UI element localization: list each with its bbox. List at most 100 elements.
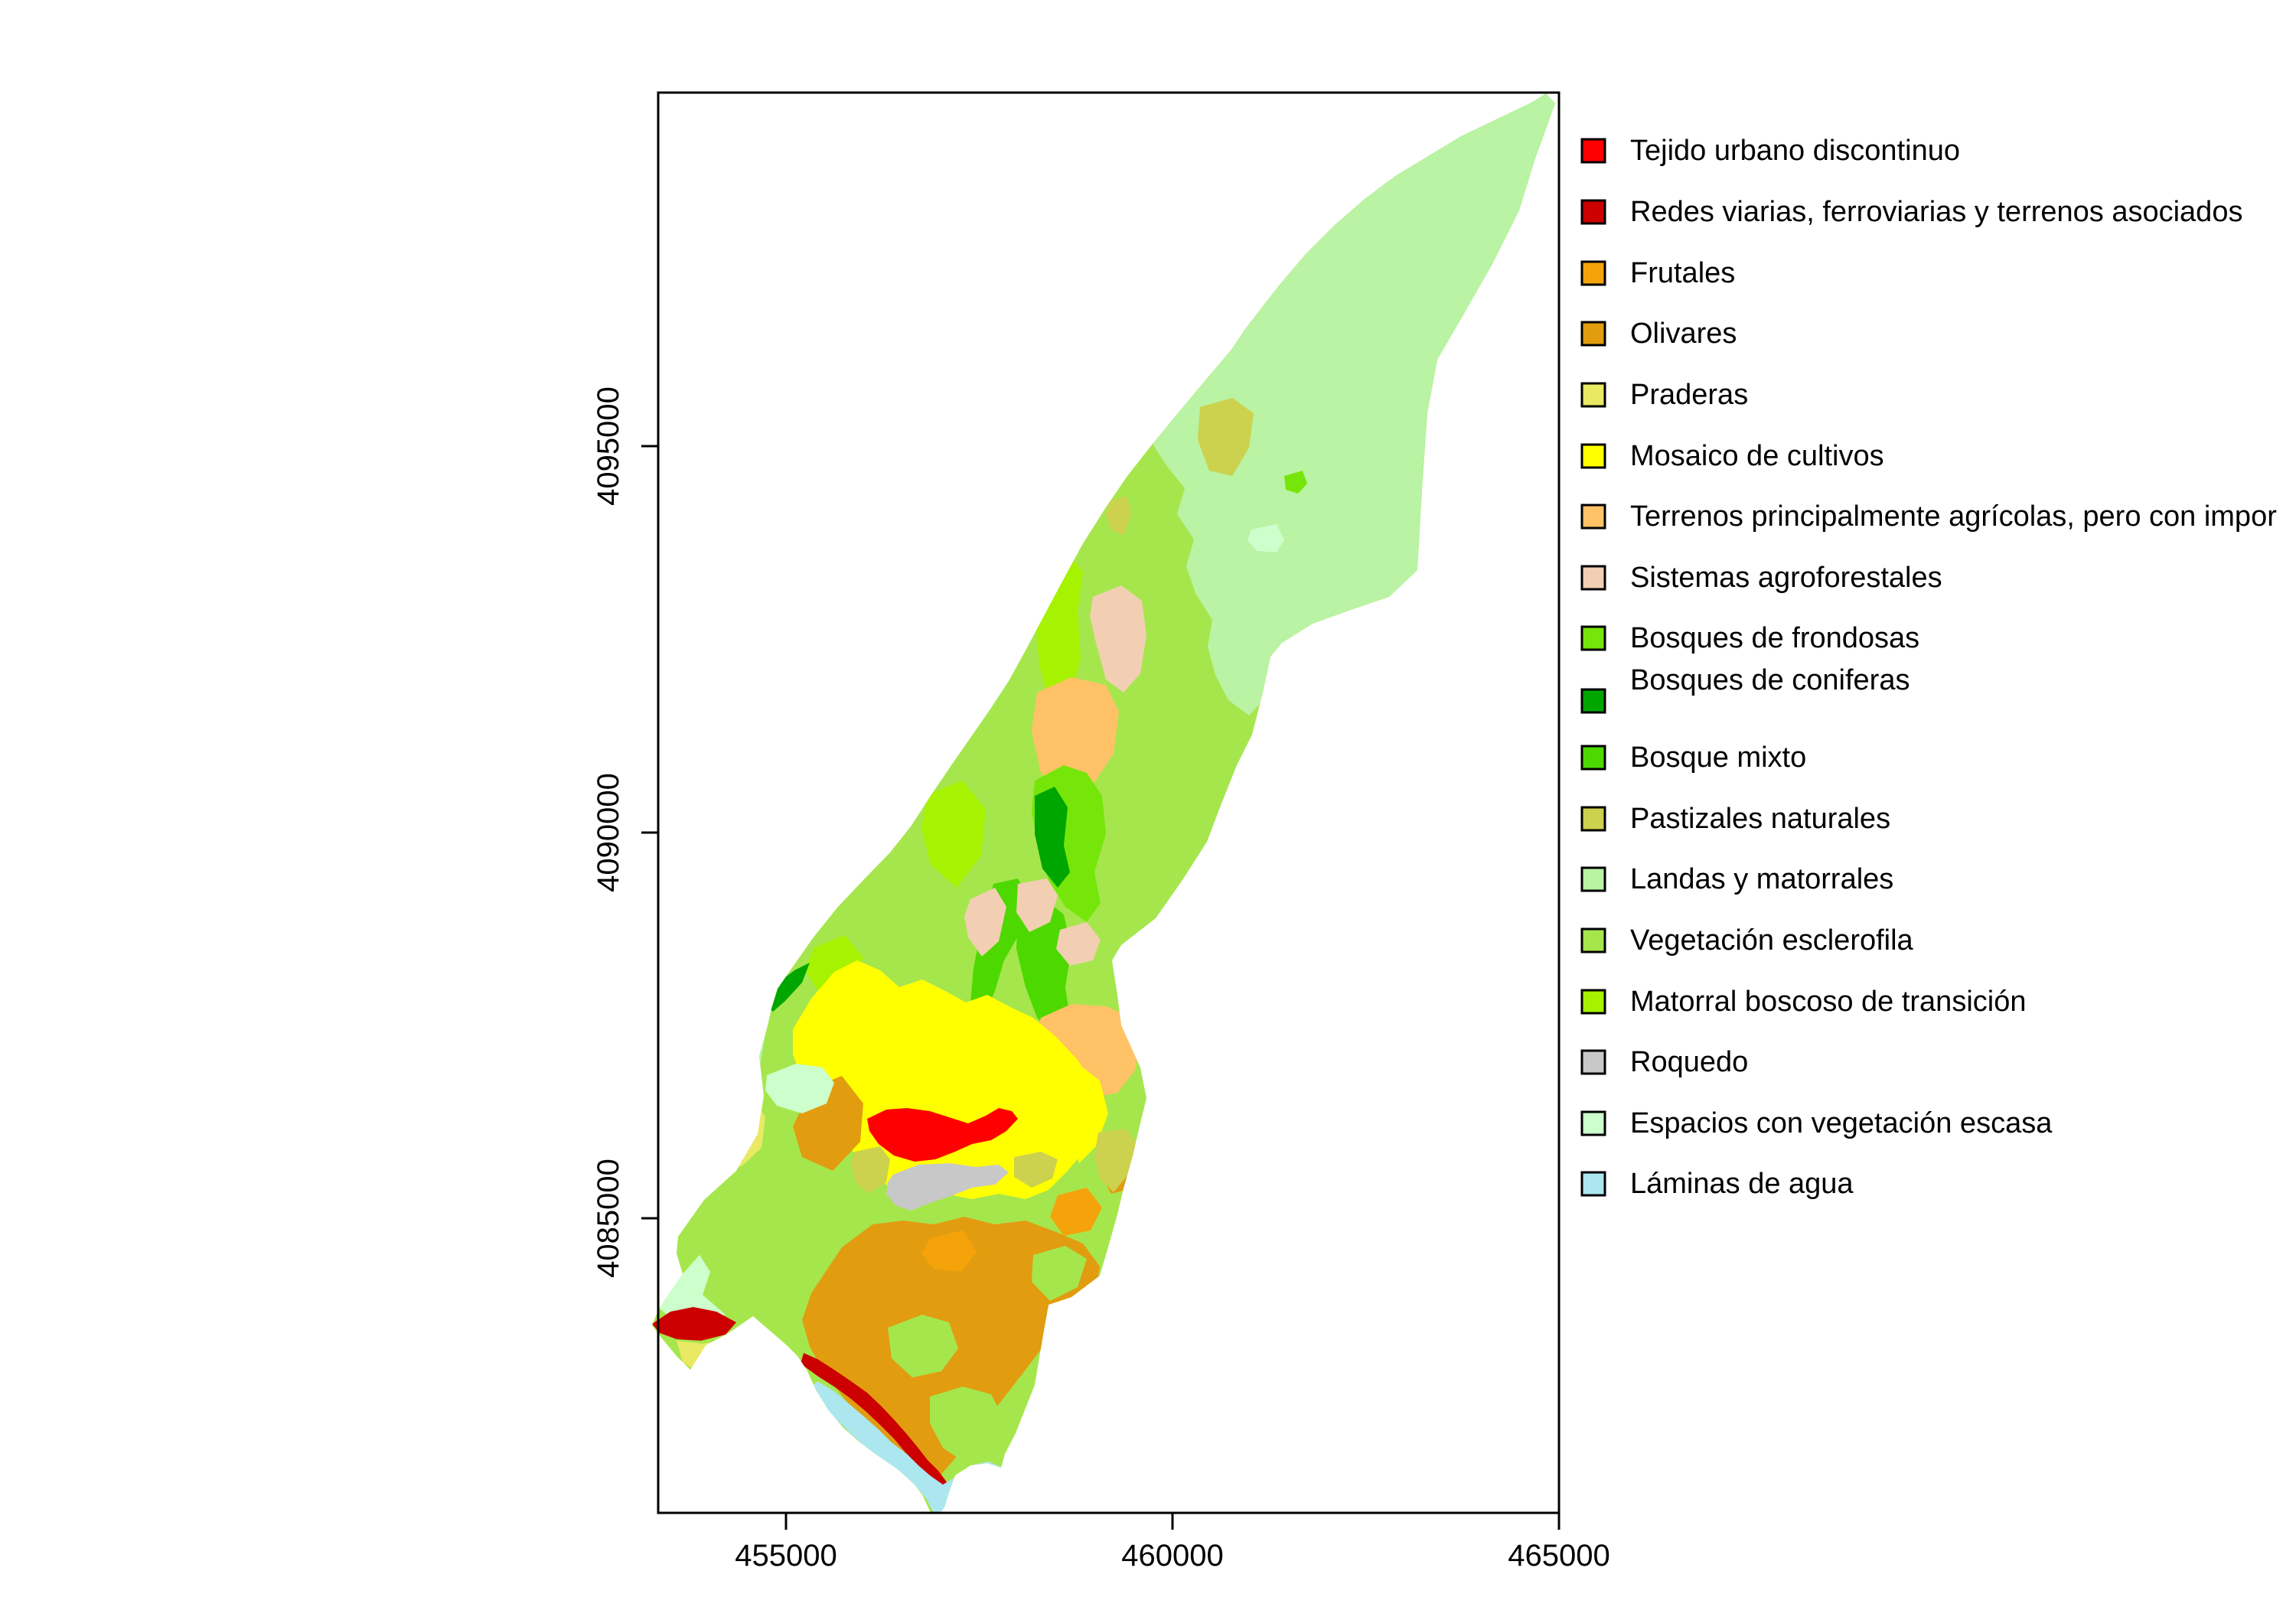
map-region-pastizales-far-east xyxy=(1094,1129,1138,1192)
map-region-road-hook-sw xyxy=(652,1307,736,1341)
legend-item-coniferas: Bosques de coniferas xyxy=(1580,664,1910,714)
map-region-sistemas-patch-north xyxy=(1090,585,1146,693)
legend-item-praderas: Praderas xyxy=(1580,379,1748,411)
map-region-frutales-patch-1 xyxy=(1050,1188,1102,1236)
map-region-urban-crescent xyxy=(867,1108,1018,1162)
legend-label-mixto: Bosque mixto xyxy=(1630,742,1806,774)
map-region-praderas-below-hook xyxy=(677,1339,724,1371)
y-tick-label: 4085000 xyxy=(592,1159,625,1278)
legend-label-sistemas: Sistemas agroforestales xyxy=(1630,562,1942,594)
legend-item-terrenos: Terrenos principalmente agrícolas, pero … xyxy=(1580,500,2277,533)
legend-swatch-frutales xyxy=(1580,260,1606,286)
map-region-mixto-diagonal-band xyxy=(970,878,1029,1018)
map-region-espacios-pocket-mid xyxy=(1247,524,1284,553)
map-region-road-ribbon-se xyxy=(801,1353,947,1491)
legend-item-esclerofila: Vegetación esclerofila xyxy=(1580,924,1914,957)
legend-swatch-espacios xyxy=(1580,1110,1606,1136)
legend: Tejido urbano discontinuo Redes viarias, … xyxy=(1580,135,2277,1200)
legend-swatch-esclerofila xyxy=(1580,927,1606,953)
map-region-pastizales-west-small xyxy=(1106,496,1131,536)
x-tick-label: 460000 xyxy=(1121,1539,1223,1573)
legend-item-espacios: Espacios con vegetación escasa xyxy=(1580,1107,2053,1139)
x-tick-label: 465000 xyxy=(1508,1539,1609,1573)
map-region-green-hole-3 xyxy=(1032,1246,1087,1301)
y-axis: 4095000 4090000 4085000 xyxy=(592,386,658,1278)
legend-item-roquedo: Roquedo xyxy=(1580,1046,1748,1078)
map-region-coniferas-center xyxy=(1035,787,1070,888)
legend-label-praderas: Praderas xyxy=(1630,379,1748,411)
map-region-green-hole-2 xyxy=(930,1387,1004,1463)
map-region-frutales-patch-2 xyxy=(921,1231,977,1272)
legend-swatch-mixto xyxy=(1580,745,1606,771)
y-tick-label: 4095000 xyxy=(592,386,625,506)
map-region-sistemas-patch-a xyxy=(964,888,1006,957)
legend-item-mixto: Bosque mixto xyxy=(1580,742,1806,774)
legend-swatch-roquedo xyxy=(1580,1049,1606,1075)
map-region-terrenos-mid-blob xyxy=(1032,677,1119,796)
legend-label-pastizales: Pastizales naturales xyxy=(1630,803,1890,835)
legend-swatch-olivares xyxy=(1580,321,1606,347)
map-region-roquedo-band xyxy=(886,1163,1009,1211)
legend-swatch-tejido xyxy=(1580,138,1606,164)
map-region-pastizales-east-low xyxy=(1014,1152,1058,1188)
map-region-pastizales-upper xyxy=(1198,398,1254,476)
legend-label-olivares: Olivares xyxy=(1630,318,1737,350)
map-region-espacios-beak xyxy=(660,1255,726,1321)
legend-label-frondosas: Bosques de frondosas xyxy=(1630,622,1919,654)
map-region-pastizales-west-low xyxy=(851,1146,890,1194)
legend-swatch-sistemas xyxy=(1580,565,1606,591)
legend-label-tejido: Tejido urbano discontinuo xyxy=(1630,135,1960,167)
map-region-sistemas-patch-c xyxy=(1056,922,1101,966)
legend-label-espacios: Espacios con vegetación escasa xyxy=(1630,1107,2053,1139)
legend-label-agua: Láminas de agua xyxy=(1630,1168,1854,1200)
map-region-mixto-lower xyxy=(1016,899,1071,1037)
legend-item-tejido: Tejido urbano discontinuo xyxy=(1580,135,1960,167)
legend-label-frutales: Frutales xyxy=(1630,257,1735,289)
legend-item-frutales: Frutales xyxy=(1580,257,1735,289)
legend-swatch-redes xyxy=(1580,199,1606,225)
map-regions xyxy=(652,93,1555,1513)
map-region-coniferas-west-strip xyxy=(764,963,810,1012)
legend-label-terrenos: Terrenos principalmente agrícolas, pero … xyxy=(1630,500,2277,533)
x-tick-label: 455000 xyxy=(735,1539,837,1573)
legend-label-matorral: Matorral boscoso de transición xyxy=(1630,986,2026,1018)
legend-label-esclerofila: Vegetación esclerofila xyxy=(1630,924,1914,957)
plot-box xyxy=(657,91,1561,1514)
map-region-espacios-west-mid xyxy=(765,1064,834,1113)
legend-item-redes: Redes viarias, ferroviarias y terrenos a… xyxy=(1580,196,2242,228)
legend-item-landas: Landas y matorrales xyxy=(1580,863,1893,895)
x-axis: 455000 460000 465000 xyxy=(735,1513,1610,1573)
legend-swatch-terrenos xyxy=(1580,504,1606,530)
legend-swatch-pastizales xyxy=(1580,806,1606,832)
legend-item-agua: Láminas de agua xyxy=(1580,1168,1854,1200)
legend-label-redes: Redes viarias, ferroviarias y terrenos a… xyxy=(1630,196,2242,228)
map-region-green-hole-1 xyxy=(888,1315,958,1377)
map-region-yellow-belt xyxy=(793,960,1100,1199)
legend-swatch-praderas xyxy=(1580,382,1606,408)
legend-label-coniferas: Bosques de coniferas xyxy=(1630,664,1910,696)
legend-swatch-matorral xyxy=(1580,989,1606,1015)
legend-swatch-coniferas xyxy=(1580,688,1606,714)
legend-item-olivares: Olivares xyxy=(1580,318,1737,350)
legend-item-frondosas: Bosques de frondosas xyxy=(1580,622,1919,654)
legend-item-matorral: Matorral boscoso de transición xyxy=(1580,986,2026,1018)
map-region-frondosas-small xyxy=(1284,471,1307,494)
legend-swatch-frondosas xyxy=(1580,625,1606,651)
legend-item-pastizales: Pastizales naturales xyxy=(1580,803,1890,835)
map-region-matorral-streak-2 xyxy=(921,781,986,888)
map-region-west-edge-pocket xyxy=(718,1014,765,1094)
legend-item-sistemas: Sistemas agroforestales xyxy=(1580,562,1942,594)
map-region-upper-lobe xyxy=(1153,93,1555,715)
legend-swatch-agua xyxy=(1580,1171,1606,1197)
legend-label-landas: Landas y matorrales xyxy=(1630,863,1893,895)
legend-swatch-landas xyxy=(1580,866,1606,892)
map-region-terrenos-small-top xyxy=(1105,346,1142,376)
legend-swatch-mosaico xyxy=(1580,443,1606,469)
map-region-sistemas-patch-b xyxy=(1016,878,1058,932)
legend-item-mosaico: Mosaico de cultivos xyxy=(1580,440,1884,472)
y-tick-label: 4090000 xyxy=(592,773,625,892)
legend-label-mosaico: Mosaico de cultivos xyxy=(1630,440,1884,472)
legend-label-roquedo: Roquedo xyxy=(1630,1046,1748,1078)
